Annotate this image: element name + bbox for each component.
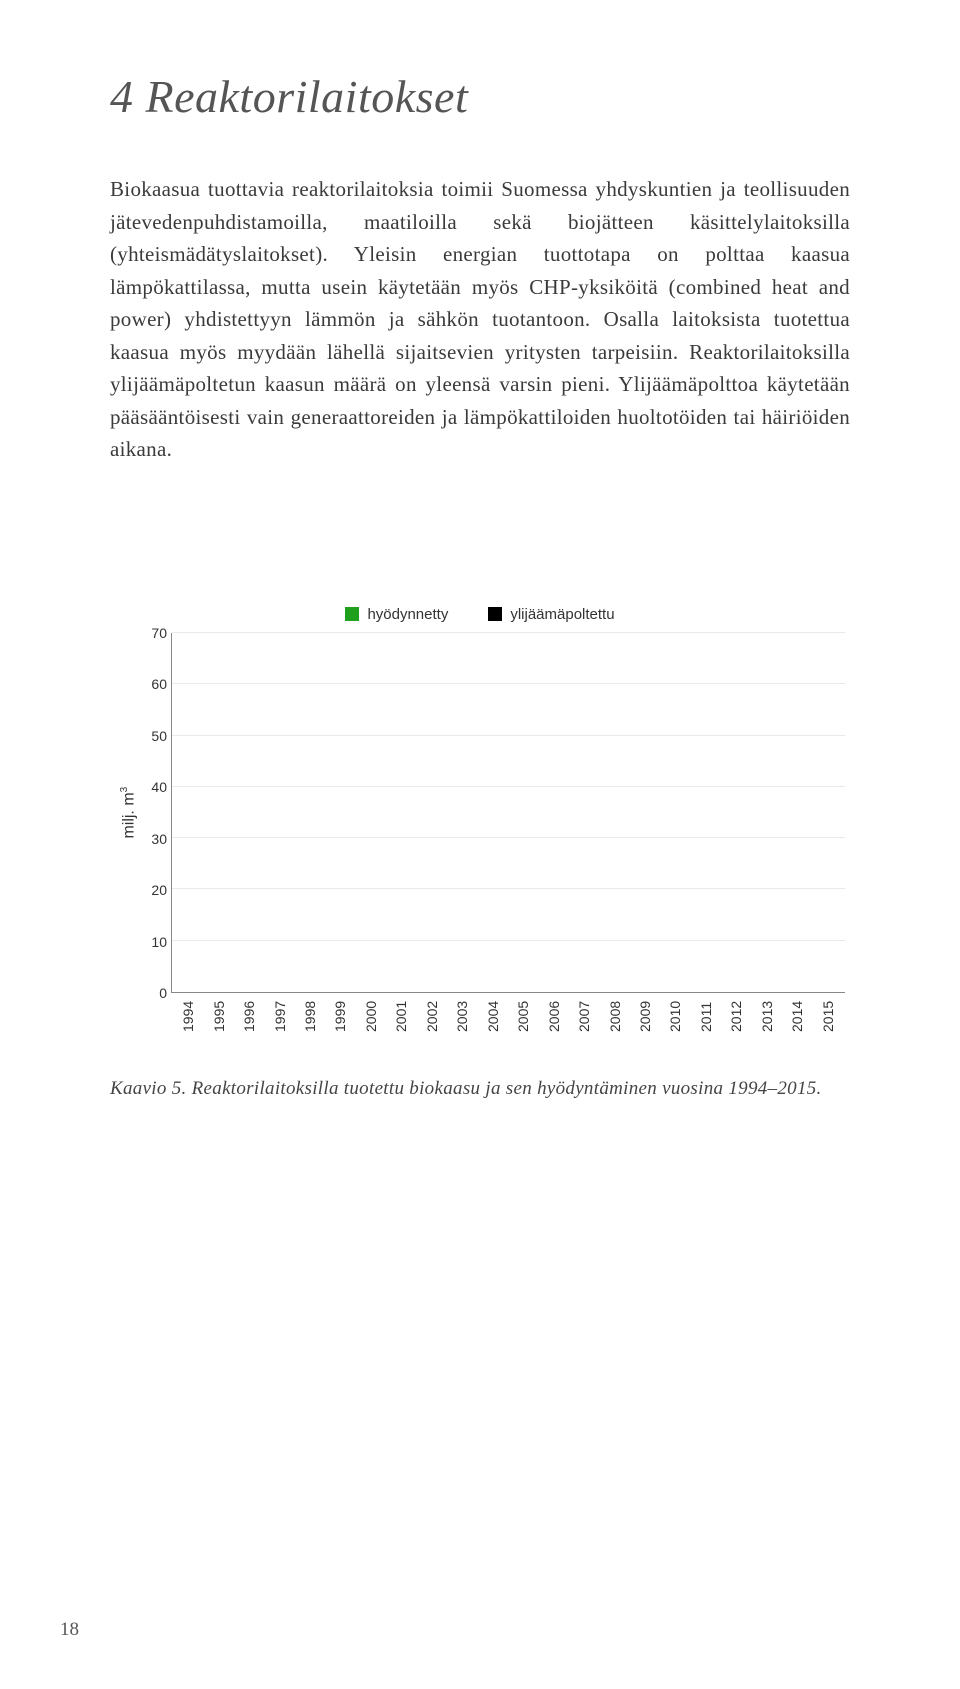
- x-tick-label: 2008: [607, 1014, 623, 1032]
- bars-region: [171, 633, 845, 993]
- x-tick-label: 1995: [211, 1014, 227, 1032]
- x-tick-label: 1996: [241, 1014, 257, 1032]
- y-tick-label: 70: [151, 626, 167, 640]
- y-tick-label: 20: [151, 883, 167, 897]
- y-axis-ticks: 010203040506070: [143, 633, 171, 993]
- x-tick-label: 2010: [667, 1014, 683, 1032]
- x-tick-label: 2015: [820, 1014, 836, 1032]
- x-tick-label: 2009: [637, 1014, 653, 1032]
- x-tick-label: 1999: [332, 1014, 348, 1032]
- chart-caption: Kaavio 5. Reaktorilaitoksilla tuotettu b…: [110, 1075, 850, 1104]
- y-axis-label-text: milj. m: [121, 793, 138, 839]
- y-axis-label-sup: 3: [119, 787, 130, 793]
- legend-swatch: [488, 607, 502, 621]
- y-tick-label: 40: [151, 780, 167, 794]
- chart-legend: hyödynnetty ylijäämäpoltettu: [115, 606, 845, 623]
- page-number: 18: [60, 1619, 79, 1641]
- plot-area: 010203040506070: [143, 633, 845, 993]
- x-tick-label: 2014: [789, 1014, 805, 1032]
- x-tick-label: 2001: [393, 1014, 409, 1032]
- x-tick-label: 2002: [424, 1014, 440, 1032]
- legend-label: ylijäämäpoltettu: [510, 606, 614, 623]
- legend-item: ylijäämäpoltettu: [488, 606, 614, 623]
- x-tick-label: 2007: [576, 1014, 592, 1032]
- x-tick-label: 2011: [698, 1014, 714, 1032]
- legend-swatch: [345, 607, 359, 621]
- x-axis-labels: 1994 1995 1996 1997 1998 1999 2000 2001 2002 2003…: [171, 993, 845, 1031]
- x-tick-label: 2000: [363, 1014, 379, 1032]
- legend-label: hyödynnetty: [367, 606, 448, 623]
- x-tick-label: 2003: [454, 1014, 470, 1032]
- x-tick-label: 2004: [485, 1014, 501, 1032]
- chart-container: hyödynnetty ylijäämäpoltettu milj. m3 01…: [115, 606, 845, 1031]
- x-tick-label: 2013: [759, 1014, 775, 1032]
- x-tick-label: 2012: [728, 1014, 744, 1032]
- x-tick-label: 2005: [515, 1014, 531, 1032]
- legend-item: hyödynnetty: [345, 606, 448, 623]
- y-tick-label: 60: [151, 677, 167, 691]
- y-axis-label: milj. m3: [115, 633, 143, 993]
- section-heading: 4 Reaktorilaitokset: [110, 70, 850, 123]
- body-paragraph: Biokaasua tuottavia reaktorilaitoksia to…: [110, 173, 850, 466]
- x-tick-label: 1998: [302, 1014, 318, 1032]
- x-tick-label: 1997: [272, 1014, 288, 1032]
- y-tick-label: 30: [151, 832, 167, 846]
- y-tick-label: 50: [151, 729, 167, 743]
- y-tick-label: 0: [159, 986, 167, 1000]
- bars: [172, 633, 845, 992]
- chart-body: milj. m3 010203040506070: [115, 633, 845, 993]
- x-tick-label: 2006: [546, 1014, 562, 1032]
- x-tick-label: 1994: [180, 1014, 196, 1032]
- y-tick-label: 10: [151, 935, 167, 949]
